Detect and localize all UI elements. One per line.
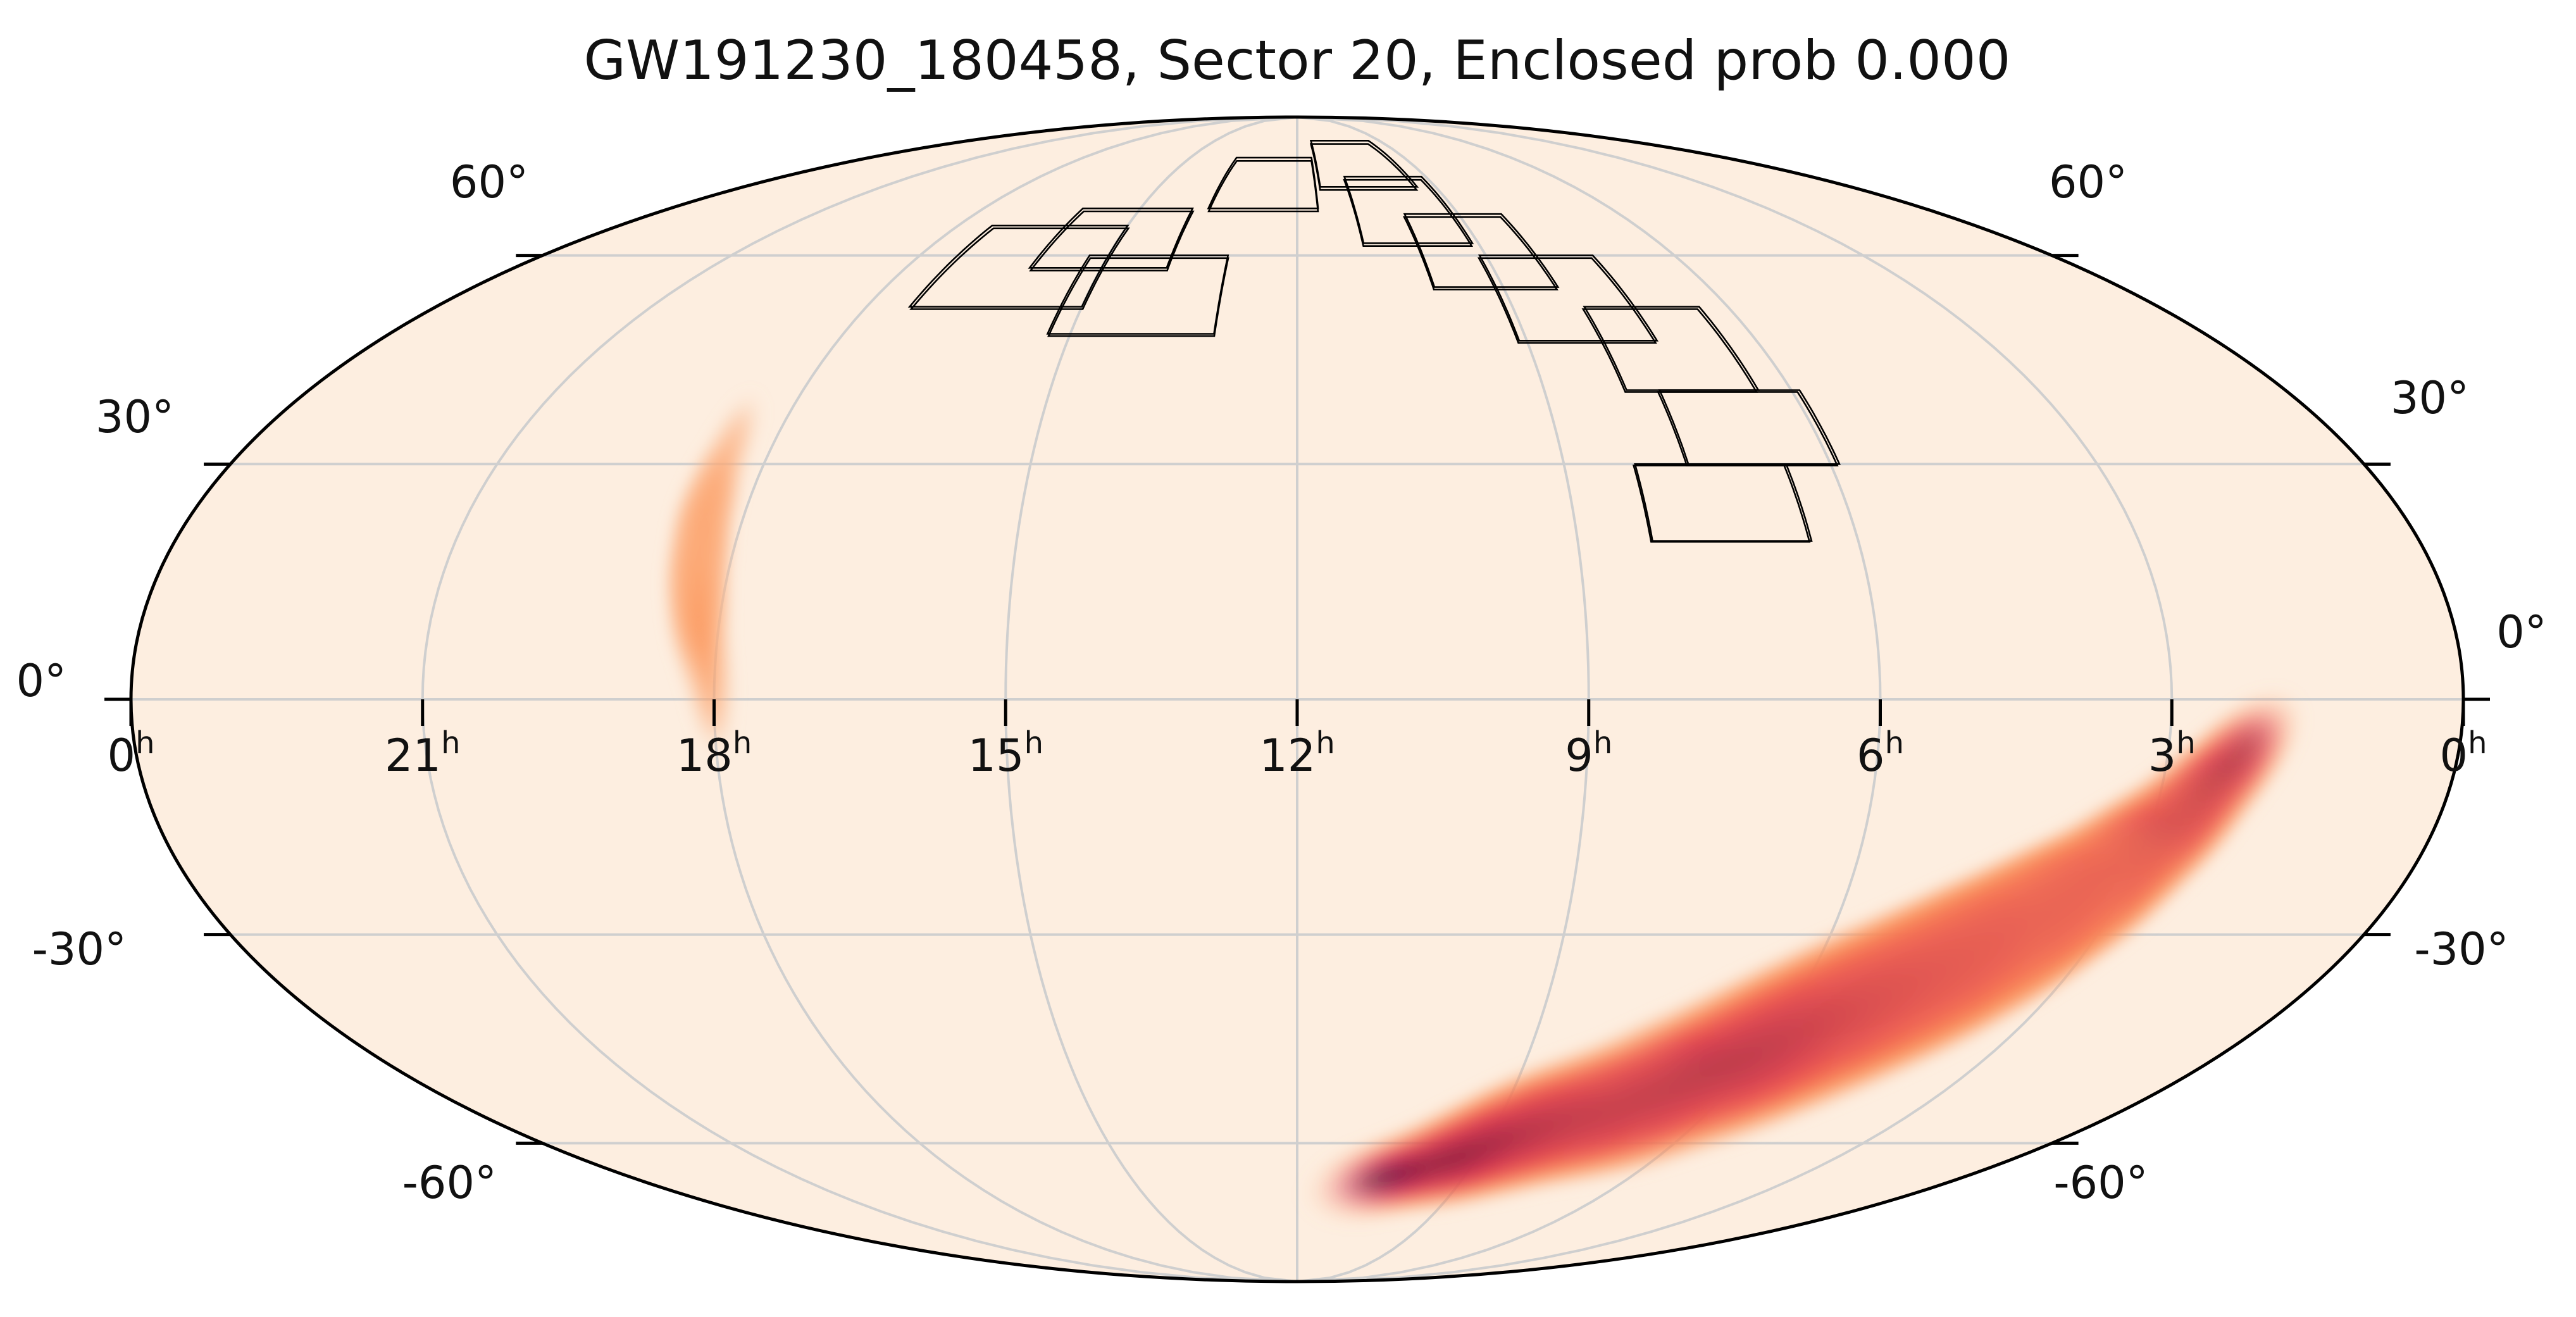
probability-regions	[662, 384, 2308, 1230]
ra-label: 9h	[1565, 725, 1612, 782]
camera-footprint-4	[1207, 156, 1319, 213]
footprint-edge	[1403, 213, 1560, 288]
ra-label: 0h	[2440, 725, 2487, 782]
footprint-edge-inner	[909, 227, 1130, 310]
footprint-edge	[1634, 463, 1813, 542]
camera-footprint-3	[1028, 208, 1195, 272]
dec-label-left: -60°	[402, 1157, 497, 1209]
ra-label: 0h	[108, 725, 155, 782]
camera-footprint-6	[1632, 463, 1813, 543]
camera-footprint-8	[1581, 306, 1760, 393]
ra-label: 21h	[385, 725, 461, 782]
camera-footprints	[907, 140, 1841, 543]
footprint-edge	[907, 225, 1129, 308]
footprint-edge-inner	[1632, 465, 1811, 543]
dec-label-right: 30°	[2391, 372, 2469, 424]
footprint-edge	[1028, 208, 1194, 269]
footprint-edge-inner	[1581, 308, 1758, 393]
dec-label-left: 0°	[16, 655, 66, 707]
dec-label-right: 0°	[2496, 606, 2547, 658]
footprint-edge	[1343, 175, 1474, 244]
footprint-edge-inner	[1047, 257, 1229, 337]
prob-mark	[692, 689, 737, 765]
footprint-edge-inner	[1207, 160, 1319, 213]
dec-label-right: -30°	[2414, 923, 2508, 975]
footprint-edge	[1478, 254, 1659, 342]
prob-region-north-blob	[662, 384, 768, 765]
ra-label: 12h	[1259, 725, 1335, 782]
prob-mark	[1295, 1135, 1443, 1230]
dec-label-right: -60°	[2053, 1157, 2148, 1209]
dec-label-right: 60°	[2049, 156, 2127, 208]
dec-label-left: 30°	[96, 391, 174, 443]
footprint-edge-inner	[1477, 257, 1657, 344]
ra-label: 15h	[968, 725, 1044, 782]
footprint-edge-inner	[1343, 178, 1474, 247]
camera-footprint-9	[1477, 254, 1659, 344]
axis-labels: 0h 21h 18h 15h 12h 9h 6h 3h 0h 60° 30° 0° -30° -60° 60…	[16, 156, 2546, 1209]
footprint-edge-inner	[1402, 216, 1559, 290]
dec-label-left: -30°	[32, 923, 127, 975]
footprint-edge-inner	[1029, 210, 1195, 272]
prob-region-south-arc	[1295, 685, 2308, 1230]
camera-footprint-11	[1343, 175, 1474, 247]
camera-footprint-10	[1402, 213, 1560, 290]
dec-label-left: 60°	[450, 156, 528, 208]
ra-label: 3h	[2148, 725, 2196, 782]
axis-ticks	[104, 254, 2490, 1145]
footprint-edge-inner	[1309, 143, 1419, 191]
ra-label: 18h	[676, 725, 752, 782]
footprint-edge	[1309, 140, 1419, 188]
camera-footprint-2	[907, 225, 1130, 310]
chart-title: GW191230_180458, Sector 20, Enclosed pro…	[584, 29, 2011, 92]
camera-footprint-5	[1309, 140, 1419, 191]
ra-label: 6h	[1857, 725, 1904, 782]
camera-footprint-1	[1046, 254, 1229, 337]
footprint-edge	[1583, 306, 1760, 391]
